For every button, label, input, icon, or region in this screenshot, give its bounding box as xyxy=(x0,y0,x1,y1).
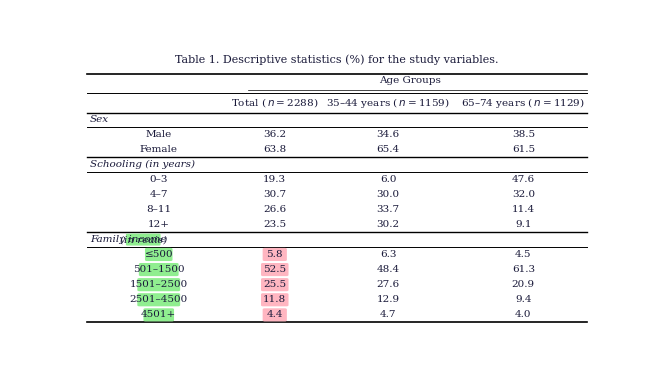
Text: 32.0: 32.0 xyxy=(512,190,535,199)
Text: 11.4: 11.4 xyxy=(512,205,535,214)
Text: 501–1500: 501–1500 xyxy=(133,265,184,274)
FancyBboxPatch shape xyxy=(261,278,288,291)
Text: 33.7: 33.7 xyxy=(376,205,400,214)
Text: 4501+: 4501+ xyxy=(141,310,176,319)
Text: 27.6: 27.6 xyxy=(376,280,400,289)
Text: 1501–2500: 1501–2500 xyxy=(130,280,188,289)
Text: 4.7: 4.7 xyxy=(380,310,397,319)
Text: 4.5: 4.5 xyxy=(515,250,532,259)
Text: 30.2: 30.2 xyxy=(376,220,400,229)
Text: Table 1. Descriptive statistics (%) for the study variables.: Table 1. Descriptive statistics (%) for … xyxy=(176,54,499,65)
Text: 2501–4500: 2501–4500 xyxy=(130,295,188,304)
Text: 65–74 years ( $n$ = 1129): 65–74 years ( $n$ = 1129) xyxy=(461,96,585,110)
Text: 63.8: 63.8 xyxy=(263,145,286,154)
FancyBboxPatch shape xyxy=(139,263,178,276)
Text: Total ( $n$ = 2288): Total ( $n$ = 2288) xyxy=(231,96,318,109)
Text: Sex: Sex xyxy=(90,115,109,124)
Text: 5.8: 5.8 xyxy=(266,250,283,259)
Text: 25.5: 25.5 xyxy=(263,280,286,289)
Text: Schooling (in years): Schooling (in years) xyxy=(90,160,195,169)
Text: 9.1: 9.1 xyxy=(515,220,532,229)
Text: 12+: 12+ xyxy=(148,220,170,229)
Text: 9.4: 9.4 xyxy=(515,295,532,304)
FancyBboxPatch shape xyxy=(138,278,180,291)
FancyBboxPatch shape xyxy=(261,263,288,276)
Text: 52.5: 52.5 xyxy=(263,265,286,274)
Text: 23.5: 23.5 xyxy=(263,220,286,229)
Text: 35–44 years ( $n$ = 1159): 35–44 years ( $n$ = 1159) xyxy=(326,96,450,110)
Text: 47.6: 47.6 xyxy=(512,175,535,184)
Text: 61.5: 61.5 xyxy=(512,145,535,154)
Text: 34.6: 34.6 xyxy=(376,130,400,139)
Text: (in reais): (in reais) xyxy=(120,235,167,244)
Text: Family income: Family income xyxy=(90,235,170,244)
FancyBboxPatch shape xyxy=(263,248,287,261)
Text: Female: Female xyxy=(139,145,178,154)
FancyBboxPatch shape xyxy=(145,248,172,261)
Text: 26.6: 26.6 xyxy=(263,205,286,214)
Text: ≤500: ≤500 xyxy=(144,250,173,259)
Text: 48.4: 48.4 xyxy=(376,265,400,274)
Text: 6.0: 6.0 xyxy=(380,175,397,184)
FancyBboxPatch shape xyxy=(261,293,288,306)
Text: 12.9: 12.9 xyxy=(376,295,400,304)
Text: 30.0: 30.0 xyxy=(376,190,400,199)
Text: 30.7: 30.7 xyxy=(263,190,286,199)
Text: 20.9: 20.9 xyxy=(512,280,535,289)
Text: 4.0: 4.0 xyxy=(515,310,532,319)
FancyBboxPatch shape xyxy=(138,293,180,306)
FancyBboxPatch shape xyxy=(143,308,174,321)
Text: 8–11: 8–11 xyxy=(146,205,171,214)
Text: 61.3: 61.3 xyxy=(512,265,535,274)
Text: 4–7: 4–7 xyxy=(149,190,168,199)
Text: 65.4: 65.4 xyxy=(376,145,400,154)
Text: 6.3: 6.3 xyxy=(380,250,397,259)
Text: 38.5: 38.5 xyxy=(512,130,535,139)
Text: 4.4: 4.4 xyxy=(266,310,283,319)
FancyBboxPatch shape xyxy=(263,308,287,321)
Text: 0–3: 0–3 xyxy=(149,175,168,184)
FancyBboxPatch shape xyxy=(126,234,161,245)
Text: Age Groups: Age Groups xyxy=(379,76,441,85)
Text: 19.3: 19.3 xyxy=(263,175,286,184)
Text: 36.2: 36.2 xyxy=(263,130,286,139)
Text: Male: Male xyxy=(145,130,172,139)
Text: 11.8: 11.8 xyxy=(263,295,286,304)
